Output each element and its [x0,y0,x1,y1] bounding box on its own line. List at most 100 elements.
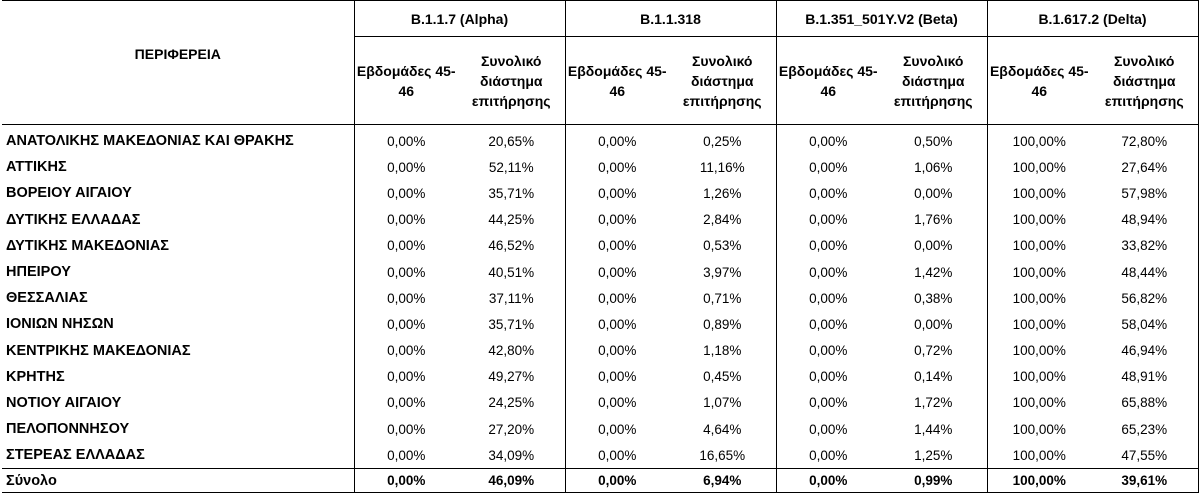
table-row: ΚΡΗΤΗΣ 0,00% 49,27% 0,00% 0,45% 0,00% 0,14% 100… [2,363,1199,390]
value-cell: 0,00% [598,369,637,385]
value-cell: 0,00% [387,264,426,280]
value-cell: 0,25% [669,124,777,155]
table-row: ΣΤΕΡΕΑΣ ΕΛΛΑΔΑΣ 0,00% 34,09% 0,00% 16,65% 0,0… [2,442,1199,469]
table-row: ΔΥΤΙΚΗΣ ΜΑΚΕΔΟΝΙΑΣ 0,00% 46,52% 0,00% 0,53% 0… [2,232,1199,259]
total-cell: 0,00% [776,468,880,494]
value-cell: 0,14% [880,363,988,390]
total-label: Σύνολο [2,468,355,494]
value-cell: 1,25% [880,442,988,469]
value-cell: 35,71% [458,180,566,207]
value-cell: 0,00% [809,133,848,149]
value-cell: 0,00% [598,238,637,254]
total-period-subheader: Συνολικό διάστημα επιτήρησης [669,36,777,125]
value-cell: 0,00% [880,311,988,338]
value-cell: 100,00% [1012,212,1066,228]
value-cell: 27,20% [458,416,566,443]
table-row: ΑΝΑΤΟΛΙΚΗΣ ΜΑΚΕΔΟΝΙΑΣ ΚΑΙ ΘΡΑΚΗΣ 0,00% 20,… [2,124,1199,155]
value-cell: 0,00% [598,212,637,228]
weeks-subheader: Εβδομάδες 45-46 [987,36,1092,125]
weeks-subheader: Εβδομάδες 45-46 [776,36,880,125]
region-column-header: ΠΕΡΙΦΕΡΕΙΑ [2,0,355,125]
value-cell: 0,89% [669,311,777,338]
value-cell: 0,00% [809,264,848,280]
table-body: ΑΝΑΤΟΛΙΚΗΣ ΜΑΚΕΔΟΝΙΑΣ ΚΑΙ ΘΡΑΚΗΣ 0,00% 20,… [2,124,1199,469]
total-cell: 46,09% [458,468,566,494]
value-cell: 33,82% [1091,232,1199,259]
value-cell: 1,18% [669,337,777,364]
value-cell: 0,00% [598,447,637,463]
table-row: ΠΕΛΟΠΟΝΝΗΣΟΥ 0,00% 27,20% 0,00% 4,64% 0,00% 1,… [2,416,1199,443]
value-cell: 16,65% [669,442,777,469]
value-cell: 1,44% [880,416,988,443]
region-name: ΝΟΤΙΟΥ ΑΙΓΑΙΟΥ [2,389,355,417]
value-cell: 58,04% [1091,311,1199,338]
value-cell: 0,00% [387,212,426,228]
value-cell: 0,00% [387,316,426,332]
total-cell: 39,61% [1091,468,1199,494]
table-header: ΠΕΡΙΦΕΡΕΙΑ B.1.1.7 (Alpha) B.1.1.318 B.1… [2,0,1199,125]
value-cell: 0,00% [387,185,426,201]
value-cell: 0,00% [809,238,848,254]
value-cell: 11,16% [669,154,777,181]
value-cell: 1,72% [880,389,988,417]
value-cell: 46,94% [1091,337,1199,364]
value-cell: 0,00% [387,395,426,411]
region-name: ΒΟΡΕΙΟΥ ΑΙΓΑΙΟΥ [2,180,355,207]
value-cell: 20,65% [458,124,566,155]
value-cell: 100,00% [1012,185,1066,201]
value-cell: 100,00% [1012,316,1066,332]
table-row: ΔΥΤΙΚΗΣ ΕΛΛΑΔΑΣ 0,00% 44,25% 0,00% 2,84% 0,00… [2,206,1199,233]
value-cell: 100,00% [1012,133,1066,149]
value-cell: 0,00% [598,316,637,332]
value-cell: 48,44% [1091,258,1199,286]
value-cell: 48,94% [1091,206,1199,233]
value-cell: 34,09% [458,442,566,469]
weeks-subheader: Εβδομάδες 45-46 [565,36,669,125]
value-cell: 52,11% [458,154,566,181]
weeks-subheader: Εβδομάδες 45-46 [354,36,458,125]
value-cell: 0,00% [809,159,848,175]
value-cell: 72,80% [1091,124,1199,155]
value-cell: 27,64% [1091,154,1199,181]
total-period-subheader: Συνολικό διάστημα επιτήρησης [458,36,566,125]
value-cell: 0,00% [880,180,988,207]
value-cell: 0,00% [387,238,426,254]
table-row: ΗΠΕΙΡΟΥ 0,00% 40,51% 0,00% 3,97% 0,00% 1,42% 10… [2,258,1199,286]
value-cell: 65,88% [1091,389,1199,417]
total-row: Σύνολο 0,00% 46,09% 0,00% 6,94% 0,00% 0,… [2,468,1199,494]
value-cell: 0,00% [387,421,426,437]
value-cell: 44,25% [458,206,566,233]
total-cell: 0,00% [354,468,458,494]
region-name: ΗΠΕΙΡΟΥ [2,258,355,286]
value-cell: 0,00% [809,369,848,385]
value-cell: 100,00% [1012,264,1066,280]
value-cell: 0,00% [387,369,426,385]
region-name: ΑΤΤΙΚΗΣ [2,154,355,181]
value-cell: 0,00% [809,395,848,411]
value-cell: 0,00% [809,447,848,463]
value-cell: 37,11% [458,285,566,312]
value-cell: 0,50% [880,124,988,155]
value-cell: 0,00% [598,421,637,437]
value-cell: 0,00% [387,159,426,175]
value-cell: 0,00% [598,343,637,359]
value-cell: 100,00% [1012,343,1066,359]
value-cell: 0,00% [809,421,848,437]
value-cell: 0,00% [387,343,426,359]
value-cell: 0,00% [387,290,426,306]
table-row: ΚΕΝΤΡΙΚΗΣ ΜΑΚΕΔΟΝΙΑΣ 0,00% 42,80% 0,00% 1,18… [2,337,1199,364]
variant-header-beta: B.1.351_501Y.V2 (Beta) [776,0,988,37]
value-cell: 100,00% [1012,369,1066,385]
value-cell: 100,00% [1012,238,1066,254]
value-cell: 3,97% [669,258,777,286]
value-cell: 49,27% [458,363,566,390]
value-cell: 0,00% [598,185,637,201]
value-cell: 57,98% [1091,180,1199,207]
value-cell: 46,52% [458,232,566,259]
value-cell: 0,00% [809,212,848,228]
region-name: ΙΟΝΙΩΝ ΝΗΣΩΝ [2,311,355,338]
value-cell: 100,00% [1012,159,1066,175]
value-cell: 56,82% [1091,285,1199,312]
value-cell: 0,53% [669,232,777,259]
